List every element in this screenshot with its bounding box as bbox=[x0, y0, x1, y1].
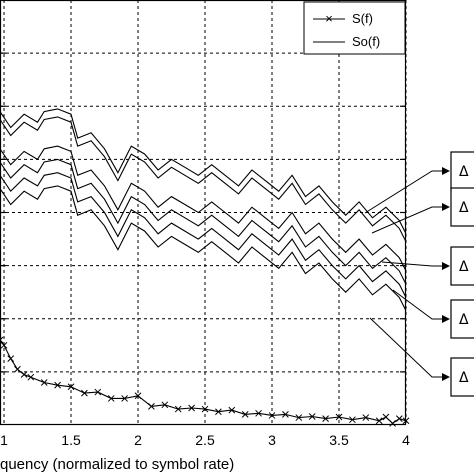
delta-arrow-2 bbox=[381, 261, 450, 270]
x-tick-label-3: 2.5 bbox=[195, 432, 215, 448]
data-point-0-4 bbox=[20, 371, 28, 378]
data-point-0-3 bbox=[14, 365, 21, 373]
series-line-2 bbox=[0, 116, 407, 242]
data-point-0-19 bbox=[215, 408, 222, 416]
x-tick-label-2: 2 bbox=[134, 432, 142, 448]
series-line-5 bbox=[0, 172, 407, 298]
data-point-0-6 bbox=[40, 379, 48, 386]
data-point-0-8 bbox=[67, 383, 75, 391]
delta-box-2 bbox=[450, 246, 474, 286]
data-point-0-21 bbox=[241, 411, 249, 418]
delta-arrow-0 bbox=[364, 167, 450, 214]
data-point-0-31 bbox=[375, 417, 383, 425]
delta-box-4 bbox=[450, 357, 474, 397]
legend-label-s: S(f) bbox=[352, 11, 373, 26]
delta-arrow-1 bbox=[371, 203, 450, 234]
x-tick-label-5: 3.5 bbox=[329, 432, 349, 448]
data-point-0-12 bbox=[121, 395, 128, 402]
legend-box bbox=[303, 1, 406, 55]
data-point-0-25 bbox=[295, 414, 303, 421]
x-tick-label-6: 4 bbox=[402, 432, 410, 448]
delta-arrow-4 bbox=[369, 317, 450, 381]
delta-box-3 bbox=[450, 299, 474, 339]
data-point-0-1 bbox=[0, 341, 8, 349]
delta-label-4: Δ bbox=[459, 370, 469, 386]
data-point-0-0 bbox=[0, 336, 4, 344]
data-point-0-9 bbox=[81, 389, 88, 397]
data-point-0-27 bbox=[322, 415, 329, 422]
delta-arrow-3 bbox=[392, 289, 450, 323]
data-point-0-34 bbox=[395, 415, 403, 422]
data-point-0-15 bbox=[161, 401, 169, 409]
series-line-4 bbox=[0, 158, 407, 285]
data-point-0-17 bbox=[188, 404, 195, 412]
data-point-0-26 bbox=[308, 413, 316, 420]
series-line-3 bbox=[0, 145, 407, 272]
delta-callout-3: Δ bbox=[392, 289, 474, 339]
grid-lines bbox=[0, 0, 407, 425]
data-point-0-18 bbox=[201, 405, 209, 413]
series-line-0 bbox=[0, 339, 407, 425]
legend-label-so: So(f) bbox=[352, 34, 380, 49]
data-point-0-14 bbox=[148, 403, 155, 410]
data-point-0-29 bbox=[349, 416, 356, 424]
data-point-0-13 bbox=[134, 392, 142, 400]
delta-label-2: Δ bbox=[459, 259, 469, 275]
delta-callout-4: Δ bbox=[369, 317, 474, 397]
delta-box-1 bbox=[450, 187, 474, 227]
legend: × S(f) So(f) bbox=[303, 1, 406, 55]
data-point-0-10 bbox=[94, 388, 102, 396]
x-tick-label-0: 1 bbox=[0, 432, 8, 448]
data-point-0-20 bbox=[228, 406, 236, 414]
delta-label-0: Δ bbox=[459, 164, 469, 180]
data-point-0-30 bbox=[362, 414, 370, 421]
plot-frame bbox=[0, 0, 407, 426]
data-point-0-28 bbox=[335, 413, 343, 421]
data-point-0-2 bbox=[7, 355, 15, 362]
x-axis-label: quency (normalized to symbol rate) bbox=[0, 456, 234, 473]
delta-annotations: Δ Δ Δ Δ Δ bbox=[364, 151, 474, 397]
data-point-0-11 bbox=[107, 395, 115, 402]
legend-marker-s: × bbox=[325, 11, 333, 26]
delta-callout-1: Δ bbox=[371, 187, 474, 234]
delta-callout-2: Δ bbox=[381, 246, 474, 286]
data-point-0-7 bbox=[54, 381, 61, 389]
data-point-0-5 bbox=[27, 373, 35, 381]
delta-label-1: Δ bbox=[459, 200, 469, 216]
x-tick-labels: 1 1.5 2 2.5 3 3.5 4 bbox=[0, 432, 410, 448]
series-layer bbox=[0, 108, 410, 427]
data-point-0-16 bbox=[174, 405, 182, 413]
data-point-0-24 bbox=[282, 411, 289, 418]
x-tick-label-1: 1.5 bbox=[61, 432, 81, 448]
x-tick-label-4: 3 bbox=[268, 432, 276, 448]
delta-label-3: Δ bbox=[459, 312, 469, 328]
series-line-6 bbox=[0, 185, 407, 312]
data-point-0-22 bbox=[255, 409, 262, 417]
series-line-1 bbox=[0, 108, 407, 235]
data-point-0-33 bbox=[389, 420, 396, 427]
data-point-0-32 bbox=[382, 413, 390, 421]
data-point-0-23 bbox=[268, 412, 276, 419]
